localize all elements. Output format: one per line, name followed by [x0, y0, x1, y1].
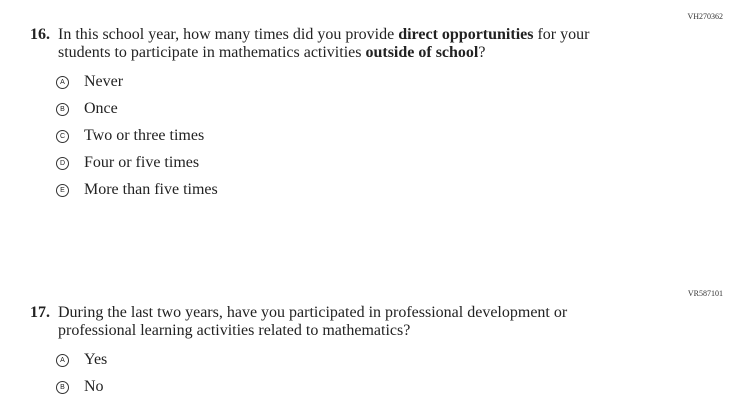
radio-bubble-icon[interactable]: E: [56, 183, 69, 197]
radio-bubble-icon[interactable]: A: [56, 353, 69, 367]
option-a[interactable]: A Yes: [56, 350, 107, 370]
text: ?: [478, 44, 486, 61]
radio-bubble-icon[interactable]: B: [56, 102, 69, 116]
emphasis: direct opportunities: [398, 26, 534, 43]
question-id: VH270362: [687, 12, 723, 21]
radio-bubble-icon[interactable]: C: [56, 129, 69, 143]
question-16: 16. In this school year, how many times …: [30, 26, 630, 62]
question-number: 17.: [30, 304, 50, 321]
option-label: No: [84, 378, 104, 395]
option-b[interactable]: B No: [56, 377, 104, 397]
option-label: Yes: [84, 351, 108, 368]
option-e[interactable]: E More than five times: [56, 180, 218, 200]
radio-bubble-icon[interactable]: D: [56, 156, 69, 170]
option-c[interactable]: C Two or three times: [56, 126, 204, 146]
option-label: Once: [84, 100, 118, 117]
question-17: 17. During the last two years, have you …: [30, 304, 630, 340]
question-number: 16.: [30, 26, 50, 43]
option-a[interactable]: A Never: [56, 72, 123, 92]
option-label: Never: [84, 73, 124, 90]
radio-bubble-icon[interactable]: B: [56, 380, 69, 394]
emphasis: outside of school: [365, 44, 479, 61]
option-label: More than five times: [84, 181, 218, 198]
question-text: In this school year, how many times did …: [58, 26, 630, 62]
option-d[interactable]: D Four or five times: [56, 153, 199, 173]
option-b[interactable]: B Once: [56, 99, 118, 119]
question-id: VR587101: [687, 289, 723, 298]
text: In this school year, how many times did …: [58, 26, 399, 43]
text: for your students to participate in math…: [58, 26, 590, 61]
option-label: Two or three times: [84, 127, 205, 144]
radio-bubble-icon[interactable]: A: [56, 75, 69, 89]
question-text: During the last two years, have you part…: [58, 304, 568, 339]
option-label: Four or five times: [84, 154, 200, 171]
